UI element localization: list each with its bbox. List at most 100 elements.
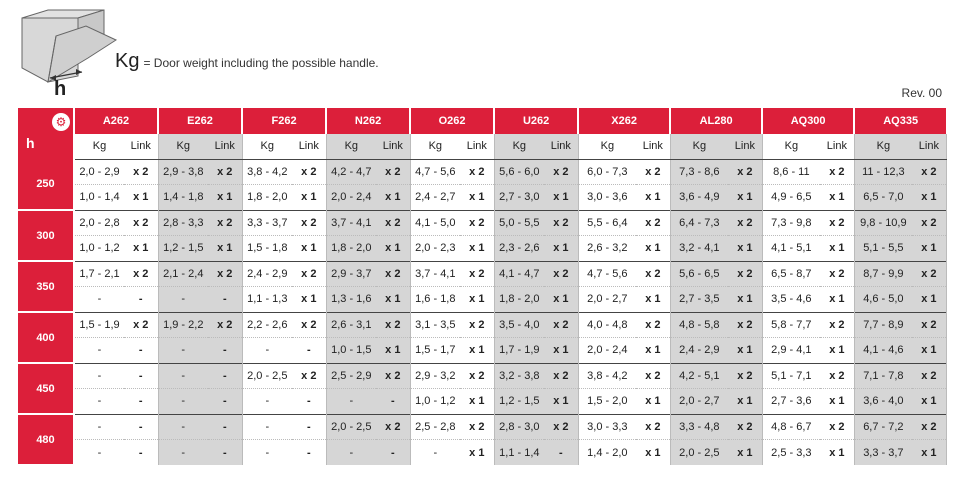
gear-icon: ⚙ — [52, 113, 70, 131]
link-cell: x 1 — [376, 337, 411, 363]
kg-cell: 1,3 - 1,6 — [326, 286, 377, 312]
brand-header-row: ⚙ h A262 E262 F262 N262 O262 U262 X262 AL280 AQ3… — [18, 108, 947, 159]
link-cell: - — [124, 286, 159, 312]
kg-cell: 2,5 - 3,3 — [762, 439, 821, 465]
link-cell: - — [208, 439, 243, 465]
kg-cell: 2,7 - 3,0 — [494, 184, 545, 210]
kg-cell: 1,0 - 1,2 — [74, 235, 124, 261]
link-cell: - — [124, 337, 159, 363]
kg-cell: 2,0 - 2,9 — [74, 158, 124, 185]
kg-cell: 2,9 - 3,8 — [158, 158, 209, 185]
kg-cell: 2,0 - 2,4 — [326, 184, 377, 210]
link-cell: x 1 — [460, 439, 495, 465]
kg-cell: 1,7 - 2,1 — [74, 260, 124, 287]
table-row: 480- - - - - -2,0 - 2,5 x 2 2,5 - 2,8 x 2 2,8 - 3… — [18, 413, 947, 466]
kg-cell: 6,7 - 7,2 — [854, 413, 913, 440]
link-cell: x 2 — [912, 158, 947, 185]
link-cell: x 1 — [544, 388, 579, 414]
kg-cell: 5,8 - 7,7 — [762, 311, 821, 338]
height-cell: 250 — [18, 159, 75, 211]
link-cell: x 2 — [124, 158, 159, 185]
link-cell: x 2 — [460, 413, 495, 440]
legend: Kg = Door weight including the possible … — [115, 50, 379, 73]
kg-cell: 2,8 - 3,0 — [494, 413, 545, 440]
brand-header: N262 — [326, 108, 412, 134]
link-cell: - — [292, 413, 327, 440]
link-header: Link — [544, 133, 579, 160]
kg-cell: 1,2 - 1,5 — [494, 388, 545, 414]
table-row: 1,0 - 1,4 x 1 1,4 - 1,8 x 1 1,8 - 2,0 x 1 2,0 … — [18, 184, 947, 210]
kg-cell: 4,1 - 4,6 — [854, 337, 913, 363]
kg-cell: 1,0 - 1,2 — [410, 388, 461, 414]
link-cell: x 1 — [820, 337, 855, 363]
kg-cell: - — [158, 286, 209, 312]
link-cell: x 1 — [636, 235, 671, 261]
link-cell: x 2 — [728, 311, 763, 338]
brand-header: AL280 — [670, 108, 764, 134]
link-cell: x 1 — [636, 388, 671, 414]
link-cell: - — [208, 413, 243, 440]
kg-cell: 1,5 - 2,0 — [578, 388, 637, 414]
kg-cell: - — [74, 388, 124, 414]
kg-cell: 3,8 - 4,2 — [578, 362, 637, 389]
kg-cell: 1,1 - 1,4 — [494, 439, 545, 465]
kg-cell: 1,8 - 2,0 — [494, 286, 545, 312]
kg-cell: 6,5 - 7,0 — [854, 184, 913, 210]
kg-cell: 4,6 - 5,0 — [854, 286, 913, 312]
kg-cell: 4,1 - 5,1 — [762, 235, 821, 261]
link-cell: x 1 — [124, 235, 159, 261]
link-cell: x 1 — [912, 337, 947, 363]
link-cell: x 1 — [460, 286, 495, 312]
kg-cell: 2,0 - 2,5 — [242, 362, 293, 389]
link-cell: x 2 — [636, 413, 671, 440]
link-cell: x 1 — [460, 184, 495, 210]
link-cell: x 2 — [376, 209, 411, 236]
link-cell: x 2 — [460, 158, 495, 185]
kg-cell: 2,0 - 2,7 — [670, 388, 729, 414]
kg-cell: 5,1 - 7,1 — [762, 362, 821, 389]
kg-cell: 2,9 - 4,1 — [762, 337, 821, 363]
kg-header: Kg — [578, 133, 637, 160]
link-cell: x 1 — [820, 184, 855, 210]
kg-cell: - — [158, 439, 209, 465]
kg-cell: 4,0 - 4,8 — [578, 311, 637, 338]
link-header: Link — [124, 133, 159, 160]
kg-cell: 3,3 - 3,7 — [854, 439, 913, 465]
table-row: - - - - - -1,0 - 1,5 x 1 1,5 - 1,7 x 1 1,7 - 1,9 x… — [18, 337, 947, 363]
kg-header: Kg — [854, 133, 913, 160]
height-cell: 400 — [18, 312, 75, 364]
link-cell: x 1 — [912, 235, 947, 261]
link-cell: x 2 — [292, 311, 327, 338]
link-cell: x 2 — [376, 362, 411, 389]
kg-cell: 1,5 - 1,7 — [410, 337, 461, 363]
link-cell: x 2 — [124, 260, 159, 287]
link-cell: x 2 — [376, 158, 411, 185]
kg-cell: 6,5 - 8,7 — [762, 260, 821, 287]
kg-cell: 4,8 - 5,8 — [670, 311, 729, 338]
link-cell: x 2 — [292, 362, 327, 389]
link-cell: x 1 — [728, 235, 763, 261]
link-cell: x 1 — [460, 388, 495, 414]
height-cell: 350 — [18, 261, 75, 313]
kg-cell: 4,7 - 5,6 — [578, 260, 637, 287]
kg-cell: 4,9 - 6,5 — [762, 184, 821, 210]
link-cell: - — [124, 439, 159, 465]
brand-header: E262 — [158, 108, 244, 134]
kg-cell: 1,5 - 1,9 — [74, 311, 124, 338]
link-cell: x 1 — [728, 337, 763, 363]
link-cell: x 2 — [636, 362, 671, 389]
link-header: Link — [728, 133, 763, 160]
kg-cell: 3,3 - 3,7 — [242, 209, 293, 236]
link-cell: x 2 — [728, 260, 763, 287]
kg-cell: - — [326, 388, 377, 414]
kg-header: Kg — [494, 133, 545, 160]
revision-label: Rev. 00 — [901, 86, 942, 100]
kg-cell: 7,7 - 8,9 — [854, 311, 913, 338]
link-cell: x 2 — [208, 209, 243, 236]
link-cell: x 2 — [820, 260, 855, 287]
kg-cell: - — [74, 413, 124, 440]
link-cell: - — [292, 388, 327, 414]
link-cell: x 2 — [460, 209, 495, 236]
